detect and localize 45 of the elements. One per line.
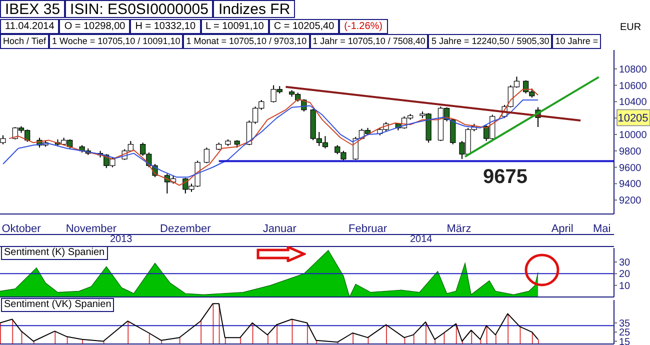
- text: ISIN: ES0SI0000005: [65, 0, 214, 18]
- y-tick-label: 10400: [619, 97, 648, 108]
- x-tick-label: April: [551, 223, 574, 235]
- text: H = 10332,10: [130, 19, 201, 34]
- annotation: 10205: [618, 112, 648, 125]
- text: C = 10205,40: [268, 19, 340, 34]
- y-tick-label: 30: [619, 258, 631, 269]
- y-tick-label: 10800: [619, 64, 648, 76]
- y-tick-label: 9600: [619, 162, 642, 174]
- y-tick-label: 10600: [619, 80, 648, 92]
- text: 5 Jahre = 12240,50 / 5905,30: [428, 34, 552, 49]
- y-tick-label: 15: [619, 336, 631, 345]
- y-tick-label: 10: [619, 280, 631, 292]
- x-tick-label: November: [66, 223, 117, 235]
- text: 11.04.2014: [0, 19, 60, 34]
- x-tick-label: Januar: [262, 223, 297, 235]
- y-tick-label: 9200: [619, 196, 642, 207]
- text: IBEX 35: [0, 0, 66, 18]
- y-tick-label: 25: [619, 328, 631, 339]
- y-tick-label: 9800: [619, 146, 642, 158]
- text: L = 10091,10: [200, 19, 269, 34]
- text: Hoch / Tief: [0, 34, 50, 49]
- text: 2013: [110, 234, 132, 245]
- y-tick-label: 10000: [619, 130, 648, 142]
- x-tick-label: März: [446, 223, 472, 235]
- text: 10 Jahre =: [552, 34, 602, 49]
- x-tick-label: Februar: [348, 223, 388, 235]
- candlestick: [204, 147, 210, 164]
- text: O = 10298,00: [59, 19, 130, 34]
- y-tick-label: 35: [619, 318, 631, 330]
- text: (-1.26%): [339, 19, 388, 34]
- text: 2014: [410, 234, 432, 245]
- annotation: 9675: [483, 166, 528, 189]
- x-tick-label: Dezember: [160, 223, 212, 235]
- text: 1 Woche = 10705,10 / 10091,10: [49, 34, 184, 49]
- y-tick-label: 9400: [619, 179, 642, 190]
- text: 1 Monat = 10705,10 / 9703,10: [183, 34, 310, 49]
- y-tick-label: 20: [619, 269, 631, 280]
- x-tick-label: Oktober: [2, 223, 42, 235]
- chart-title: Sentiment (VK) Spanien: [1, 298, 114, 312]
- text: Indizes FR: [213, 0, 296, 18]
- text: EUR: [620, 22, 642, 33]
- chart-title: Sentiment (K) Spanien: [1, 246, 108, 260]
- text: 1 Jahr = 10705,10 / 7508,40: [310, 34, 428, 49]
- x-tick-label: Mai: [592, 223, 611, 235]
